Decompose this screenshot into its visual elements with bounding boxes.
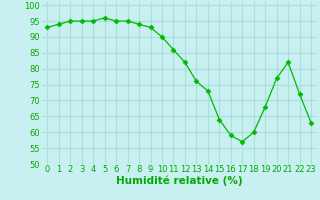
X-axis label: Humidité relative (%): Humidité relative (%) — [116, 176, 243, 186]
